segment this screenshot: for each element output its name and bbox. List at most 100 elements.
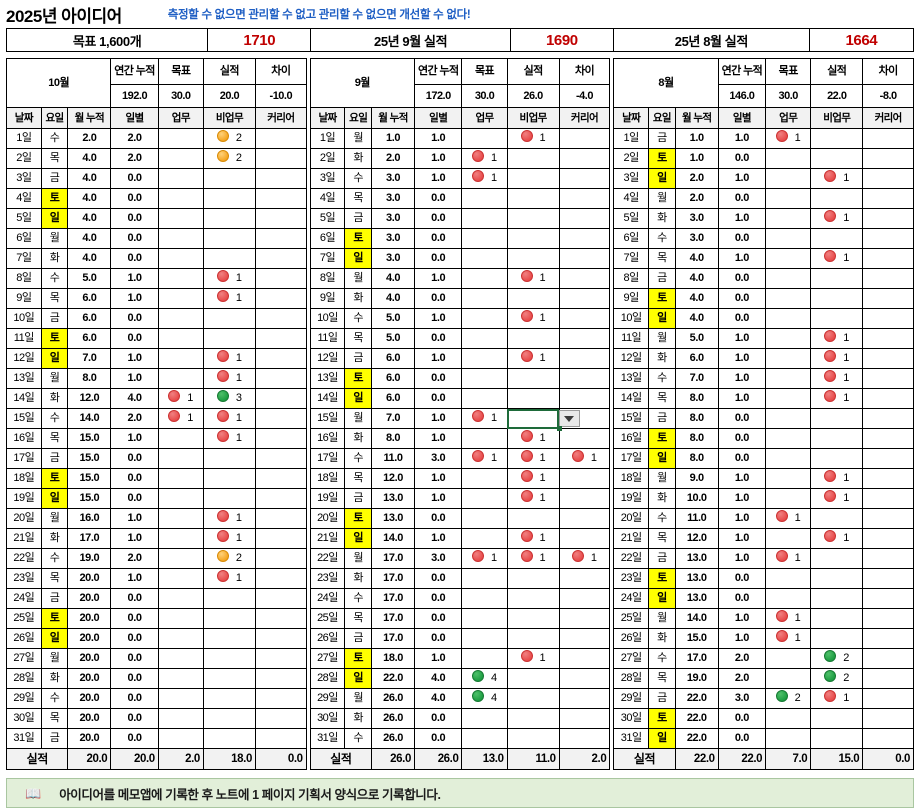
cell-daily-october-14[interactable]: 4.0	[110, 388, 159, 409]
cell-nonwork-september-27[interactable]: 1	[506, 648, 560, 669]
cell-career-october-21[interactable]	[254, 528, 307, 549]
cell-date-august-4[interactable]: 4일	[613, 188, 649, 209]
cell-daily-august-21[interactable]: 1.0	[717, 528, 767, 549]
cell-month-cum-october-3[interactable]: 4.0	[67, 168, 112, 189]
cell-nonwork-september-3[interactable]	[506, 168, 560, 189]
cell-dow-august-19[interactable]: 화	[648, 488, 676, 509]
cell-work-september-22[interactable]: 1	[461, 548, 508, 569]
cell-dow-october-18[interactable]: 토	[40, 468, 69, 489]
cell-daily-august-6[interactable]: 0.0	[717, 228, 767, 249]
cell-nonwork-october-21[interactable]: 1	[202, 528, 256, 549]
cell-date-october-24[interactable]: 24일	[6, 588, 42, 609]
cell-career-october-5[interactable]	[254, 208, 307, 229]
cell-dow-september-28[interactable]: 일	[344, 668, 373, 689]
cell-dow-october-31[interactable]: 금	[40, 728, 69, 749]
cell-date-october-27[interactable]: 27일	[6, 648, 42, 669]
cell-dow-september-6[interactable]: 토	[344, 228, 373, 249]
cell-daily-october-13[interactable]: 1.0	[110, 368, 159, 389]
cell-month-cum-october-11[interactable]: 6.0	[67, 328, 112, 349]
cell-work-october-26[interactable]	[157, 628, 204, 649]
cell-dow-september-19[interactable]: 금	[344, 488, 373, 509]
cell-dow-august-17[interactable]: 일	[648, 448, 676, 469]
cell-dow-september-23[interactable]: 화	[344, 568, 373, 589]
cell-month-cum-september-21[interactable]: 14.0	[371, 528, 415, 549]
cell-date-september-29[interactable]: 29일	[309, 688, 346, 709]
cell-month-cum-august-27[interactable]: 17.0	[674, 648, 719, 669]
cell-nonwork-august-13[interactable]: 1	[810, 368, 864, 389]
cell-nonwork-august-24[interactable]	[810, 588, 864, 609]
cell-daily-october-22[interactable]: 2.0	[110, 548, 159, 569]
cell-nonwork-september-8[interactable]: 1	[506, 268, 560, 289]
cell-dow-august-4[interactable]: 월	[648, 188, 676, 209]
cell-career-september-2[interactable]	[558, 148, 611, 169]
cell-date-september-11[interactable]: 11일	[309, 328, 346, 349]
cell-month-cum-august-9[interactable]: 4.0	[674, 288, 719, 309]
cell-nonwork-october-17[interactable]	[202, 448, 256, 469]
cell-daily-august-1[interactable]: 1.0	[717, 128, 767, 149]
cell-dow-october-17[interactable]: 금	[40, 448, 69, 469]
cell-month-cum-october-14[interactable]: 12.0	[67, 388, 112, 409]
cell-nonwork-october-30[interactable]	[202, 708, 256, 729]
cell-nonwork-august-6[interactable]	[810, 228, 864, 249]
cell-career-september-19[interactable]	[558, 488, 611, 509]
cell-dow-september-14[interactable]: 일	[344, 388, 373, 409]
cell-daily-september-24[interactable]: 0.0	[413, 588, 463, 609]
cell-career-september-20[interactable]	[558, 508, 611, 529]
cell-career-september-31[interactable]	[558, 728, 611, 749]
cell-dow-october-1[interactable]: 수	[40, 128, 69, 149]
cell-dow-august-29[interactable]: 금	[648, 688, 676, 709]
cell-nonwork-october-25[interactable]	[202, 608, 256, 629]
cell-month-cum-october-6[interactable]: 4.0	[67, 228, 112, 249]
cell-dow-august-8[interactable]: 금	[648, 268, 676, 289]
cell-nonwork-october-6[interactable]	[202, 228, 256, 249]
cell-daily-september-13[interactable]: 0.0	[413, 368, 463, 389]
cell-work-august-7[interactable]	[765, 248, 812, 269]
cell-daily-october-31[interactable]: 0.0	[110, 728, 159, 749]
cell-dow-september-1[interactable]: 월	[344, 128, 373, 149]
cell-work-august-12[interactable]	[765, 348, 812, 369]
cell-dow-september-10[interactable]: 수	[344, 308, 373, 329]
cell-daily-october-6[interactable]: 0.0	[110, 228, 159, 249]
cell-date-august-29[interactable]: 29일	[613, 688, 649, 709]
cell-career-august-10[interactable]	[862, 308, 915, 329]
cell-work-august-23[interactable]	[765, 568, 812, 589]
cell-dow-august-2[interactable]: 토	[648, 148, 676, 169]
cell-dow-august-3[interactable]: 일	[648, 168, 676, 189]
cell-career-september-6[interactable]	[558, 228, 611, 249]
cell-date-september-26[interactable]: 26일	[309, 628, 346, 649]
cell-month-cum-october-23[interactable]: 20.0	[67, 568, 112, 589]
cell-date-august-9[interactable]: 9일	[613, 288, 649, 309]
cell-month-cum-september-2[interactable]: 2.0	[371, 148, 415, 169]
cell-daily-september-9[interactable]: 0.0	[413, 288, 463, 309]
cell-nonwork-september-12[interactable]: 1	[506, 348, 560, 369]
cell-nonwork-october-14[interactable]: 3	[202, 388, 256, 409]
cell-date-september-22[interactable]: 22일	[309, 548, 346, 569]
cell-dow-august-24[interactable]: 일	[648, 588, 676, 609]
cell-dow-october-15[interactable]: 수	[40, 408, 69, 429]
cell-daily-september-14[interactable]: 0.0	[413, 388, 463, 409]
cell-date-august-10[interactable]: 10일	[613, 308, 649, 329]
cell-date-august-11[interactable]: 11일	[613, 328, 649, 349]
cell-nonwork-september-21[interactable]: 1	[506, 528, 560, 549]
cell-month-cum-august-10[interactable]: 4.0	[674, 308, 719, 329]
cell-month-cum-october-20[interactable]: 16.0	[67, 508, 112, 529]
cell-daily-october-9[interactable]: 1.0	[110, 288, 159, 309]
cell-daily-september-12[interactable]: 1.0	[413, 348, 463, 369]
cell-dow-august-6[interactable]: 수	[648, 228, 676, 249]
cell-daily-august-7[interactable]: 1.0	[717, 248, 767, 269]
cell-date-august-6[interactable]: 6일	[613, 228, 649, 249]
cell-nonwork-september-24[interactable]	[506, 588, 560, 609]
cell-month-cum-august-4[interactable]: 2.0	[674, 188, 719, 209]
cell-date-october-13[interactable]: 13일	[6, 368, 42, 389]
cell-work-september-6[interactable]	[461, 228, 508, 249]
cell-dow-august-30[interactable]: 토	[648, 708, 676, 729]
cell-month-cum-september-9[interactable]: 4.0	[371, 288, 415, 309]
cell-career-october-7[interactable]	[254, 248, 307, 269]
cell-career-october-10[interactable]	[254, 308, 307, 329]
cell-career-august-28[interactable]	[862, 668, 915, 689]
cell-work-august-10[interactable]	[765, 308, 812, 329]
cell-month-cum-october-4[interactable]: 4.0	[67, 188, 112, 209]
cell-date-september-16[interactable]: 16일	[309, 428, 346, 449]
cell-nonwork-august-19[interactable]: 1	[810, 488, 864, 509]
cell-career-august-25[interactable]	[862, 608, 915, 629]
